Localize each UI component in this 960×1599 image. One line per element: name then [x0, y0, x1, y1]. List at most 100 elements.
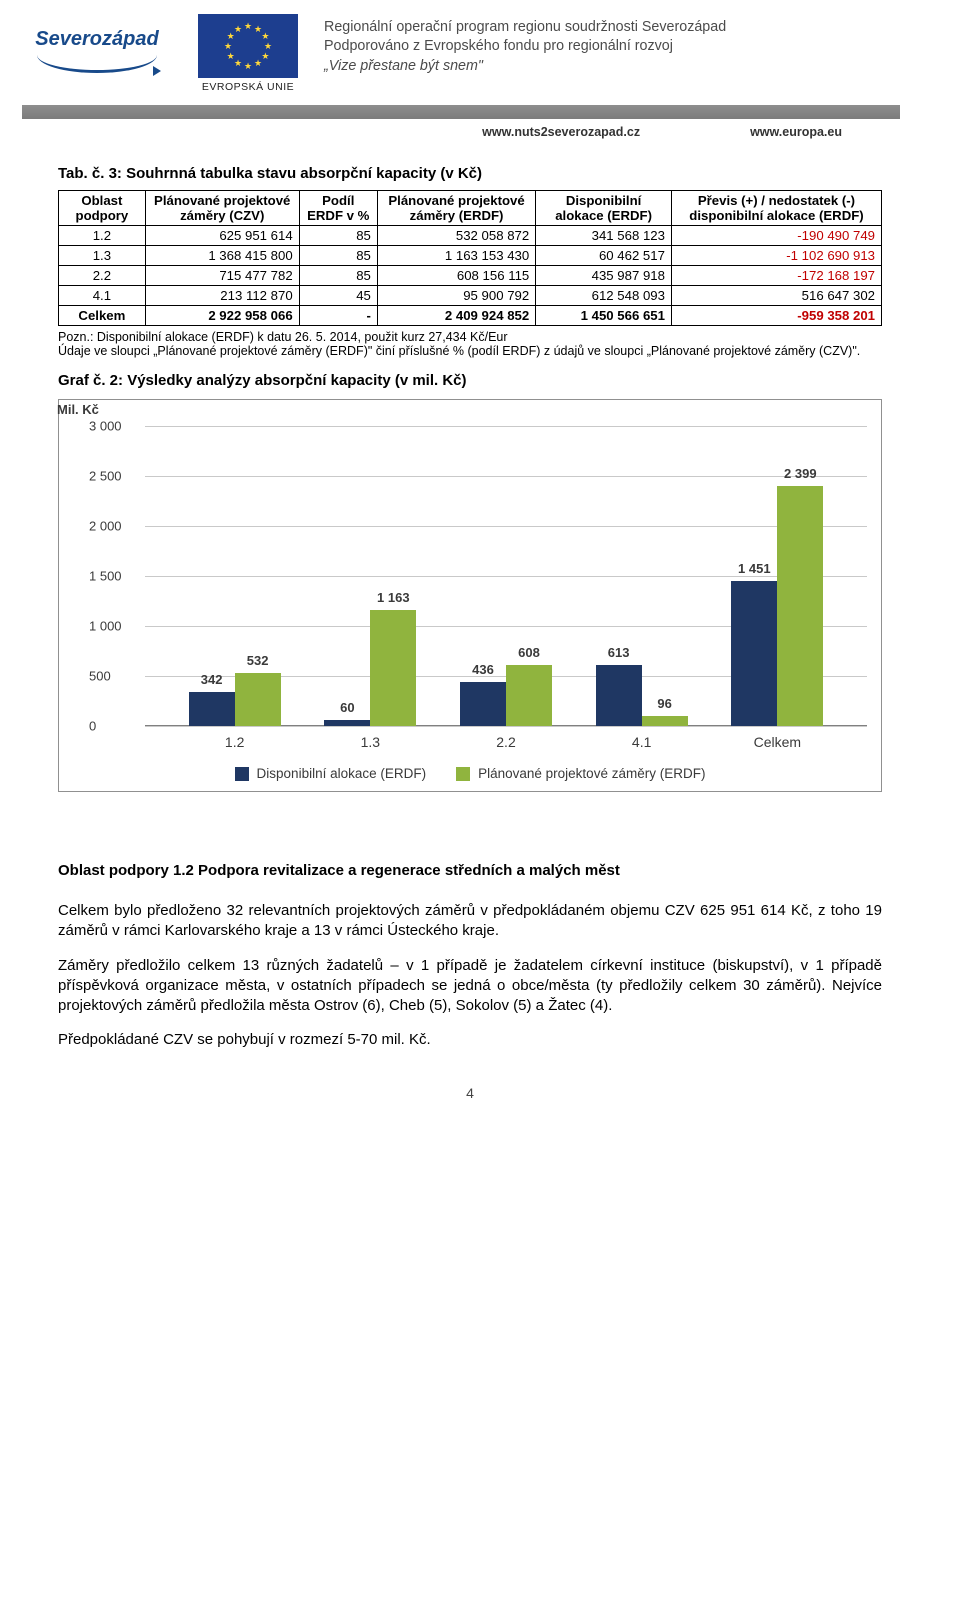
table-cell: 532 058 872: [377, 226, 535, 246]
legend-label-1: Disponibilní alokace (ERDF): [257, 766, 427, 781]
eu-label: EVROPSKÁ UNIE: [198, 81, 298, 93]
chart-bar-group: 3425321.2: [189, 673, 281, 726]
section-title: Oblast podpory 1.2 Podpora revitalizace …: [58, 862, 882, 879]
chart-bar-value: 613: [608, 645, 630, 660]
chart-bar: 60: [324, 720, 370, 726]
page-header: Severozápad ★★★★★★★★★★★★ EVROPSKÁ UNIE R…: [0, 0, 960, 139]
table-cell: 85: [299, 266, 377, 286]
chart-ylabel: Mil. Kč: [57, 402, 99, 417]
chart-ytick: 2 500: [89, 469, 122, 484]
header-line-1: Regionální operační program regionu soud…: [324, 18, 900, 37]
chart-bar-value: 1 163: [377, 590, 410, 605]
chart-xtick: 2.2: [496, 734, 515, 750]
table-row: 4.1213 112 8704595 900 792612 548 093516…: [59, 286, 882, 306]
eu-flag-icon: ★★★★★★★★★★★★: [198, 14, 298, 78]
link-bar: www.nuts2severozapad.cz www.europa.eu: [22, 125, 900, 139]
chart-bar-value: 436: [472, 662, 494, 677]
table-cell: 612 548 093: [536, 286, 672, 306]
chart-bar: 1 451: [731, 581, 777, 726]
chart-bar-group: 1 4512 399Celkem: [731, 486, 823, 726]
page-number: 4: [58, 1085, 882, 1101]
chart-bar-value: 2 399: [784, 466, 817, 481]
table-cell: -172 168 197: [671, 266, 881, 286]
chart-bar-value: 96: [657, 696, 671, 711]
header-text: Regionální operační program regionu soud…: [324, 14, 900, 76]
gray-bar: [22, 105, 900, 119]
table-cell: 95 900 792: [377, 286, 535, 306]
table-cell: 2.2: [59, 266, 146, 286]
legend-item-1: Disponibilní alokace (ERDF): [235, 766, 427, 781]
table-cell: 608 156 115: [377, 266, 535, 286]
header-row: Severozápad ★★★★★★★★★★★★ EVROPSKÁ UNIE R…: [22, 14, 900, 93]
table-row: 2.2715 477 78285608 156 115435 987 918-1…: [59, 266, 882, 286]
chart-xtick: 1.3: [361, 734, 380, 750]
table-header: Disponibilní alokace (ERDF): [536, 191, 672, 226]
chart-ytick: 1 500: [89, 569, 122, 584]
table-row: 1.31 368 415 800851 163 153 43060 462 51…: [59, 246, 882, 266]
chart-ytick: 2 000: [89, 519, 122, 534]
link-nuts2[interactable]: www.nuts2severozapad.cz: [482, 125, 640, 139]
legend-label-2: Plánované projektové záměry (ERDF): [478, 766, 705, 781]
legend-item-2: Plánované projektové záměry (ERDF): [456, 766, 705, 781]
link-europa[interactable]: www.europa.eu: [750, 125, 842, 139]
chart-ytick: 1 000: [89, 619, 122, 634]
chart-ytick: 0: [89, 719, 96, 734]
table-cell: 45: [299, 286, 377, 306]
table-header: Plánované projektové záměry (CZV): [145, 191, 299, 226]
brand-name: Severozápad: [35, 28, 158, 51]
chart-bar-value: 342: [201, 672, 223, 687]
chart-bar-group: 4366082.2: [460, 665, 552, 726]
chart-xtick: Celkem: [754, 734, 801, 750]
chart-title: Graf č. 2: Výsledky analýzy absorpční ka…: [58, 372, 882, 389]
table-cell: 213 112 870: [145, 286, 299, 306]
table-cell: -: [299, 306, 377, 326]
table-cell: 2 922 958 066: [145, 306, 299, 326]
chart-bar: 608: [506, 665, 552, 726]
table-cell: 1 450 566 651: [536, 306, 672, 326]
chart-bar-group: 613964.1: [596, 665, 688, 726]
table-header: Oblast podpory: [59, 191, 146, 226]
table-header: Plánované projektové záměry (ERDF): [377, 191, 535, 226]
page-body: Tab. č. 3: Souhrnná tabulka stavu absorp…: [0, 139, 960, 1141]
chart-bar-value: 60: [340, 700, 354, 715]
table-cell: 435 987 918: [536, 266, 672, 286]
chart-bar: 96: [642, 716, 688, 726]
table-cell: 85: [299, 246, 377, 266]
chart-xtick: 4.1: [632, 734, 651, 750]
chart-bar: 2 399: [777, 486, 823, 726]
table-cell: 1 368 415 800: [145, 246, 299, 266]
body-p2: Záměry předložilo celkem 13 různých žada…: [58, 956, 882, 1017]
table-title: Tab. č. 3: Souhrnná tabulka stavu absorp…: [58, 165, 882, 182]
chart-bar: 436: [460, 682, 506, 726]
table-cell: -190 490 749: [671, 226, 881, 246]
chart-xtick: 1.2: [225, 734, 244, 750]
chart-bar-value: 608: [518, 645, 540, 660]
chart-bar-value: 532: [247, 653, 269, 668]
table-cell: 625 951 614: [145, 226, 299, 246]
body-p3: Předpokládané CZV se pohybují v rozmezí …: [58, 1030, 882, 1050]
chart-bar: 613: [596, 665, 642, 726]
table-cell: 2 409 924 852: [377, 306, 535, 326]
chart-ytick: 500: [89, 669, 111, 684]
chart-bar: 1 163: [370, 610, 416, 726]
body-p1: Celkem bylo předloženo 32 relevantních p…: [58, 901, 882, 942]
table-footnote: Pozn.: Disponibilní alokace (ERDF) k dat…: [58, 330, 882, 358]
table-header: Podíl ERDF v %: [299, 191, 377, 226]
data-table: Oblast podporyPlánované projektové záměr…: [58, 190, 882, 326]
table-cell: 85: [299, 226, 377, 246]
table-cell: 341 568 123: [536, 226, 672, 246]
table-cell: 715 477 782: [145, 266, 299, 286]
header-line-2: Podporováno z Evropského fondu pro regio…: [324, 37, 900, 56]
severozapad-logo: Severozápad: [22, 14, 172, 86]
table-cell: -959 358 201: [671, 306, 881, 326]
chart-plot-area: Mil. Kč 05001 0001 5002 0002 5003 000342…: [145, 406, 867, 726]
table-cell: 516 647 302: [671, 286, 881, 306]
table-cell: Celkem: [59, 306, 146, 326]
chart-bar-group: 601 1631.3: [324, 610, 416, 726]
table-cell: -1 102 690 913: [671, 246, 881, 266]
table-row: Celkem2 922 958 066-2 409 924 8521 450 5…: [59, 306, 882, 326]
header-slogan: „Vize přestane být snem": [324, 57, 900, 76]
table-header: Převis (+) / nedostatek (-) disponibilní…: [671, 191, 881, 226]
chart-legend: Disponibilní alokace (ERDF) Plánované pr…: [67, 766, 873, 781]
table-cell: 60 462 517: [536, 246, 672, 266]
